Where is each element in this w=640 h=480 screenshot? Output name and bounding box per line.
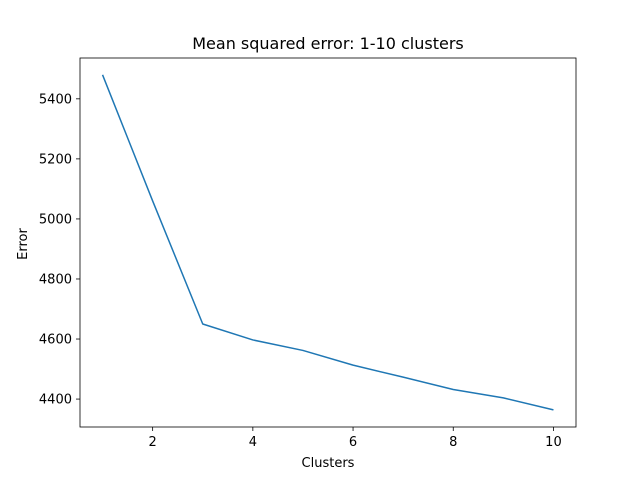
chart-title: Mean squared error: 1-10 clusters [192,34,464,53]
y-tick-label: 5200 [39,152,72,167]
x-tick-label: 8 [449,435,457,450]
y-axis-label: Error [16,228,31,260]
y-tick-label: 5000 [39,212,72,227]
series-line-0 [101,74,554,411]
x-axis-label: Clusters [302,456,355,471]
x-tick-label: 10 [545,435,562,450]
y-tick-label: 4600 [39,333,72,348]
axes-frame [79,57,577,428]
y-tick-label: 4800 [39,272,72,287]
y-tick-label: 4400 [39,393,72,408]
x-tick-label: 4 [249,435,257,450]
y-tick-label: 5400 [39,92,72,107]
plot-area: 2 4 6 8 10 4400 4600 4800 5000 5200 5400 [39,57,577,450]
x-tick-label: 6 [349,435,357,450]
x-tick-label: 2 [149,435,157,450]
